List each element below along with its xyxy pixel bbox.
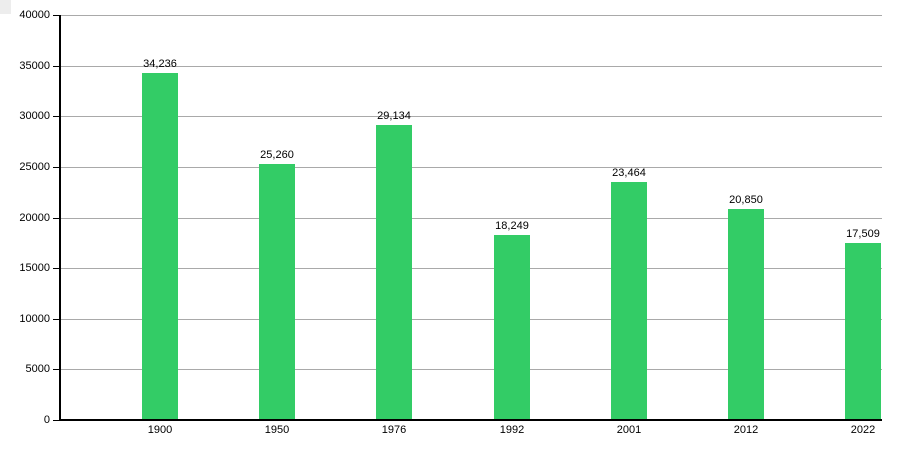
bar: [142, 73, 178, 420]
bar-value-label: 34,236: [143, 58, 177, 70]
gridline: [60, 116, 882, 117]
bar-value-label: 18,249: [495, 220, 529, 232]
gridline: [60, 167, 882, 168]
bar-value-label: 20,850: [729, 194, 763, 206]
y-axis-tick: [53, 116, 60, 117]
y-axis-line: [59, 15, 61, 421]
bar: [376, 125, 412, 420]
bar-value-label: 23,464: [612, 167, 646, 179]
gridline: [60, 369, 882, 370]
x-axis-tick-label: 1900: [147, 424, 173, 436]
y-axis-tick-label: 0: [43, 414, 50, 426]
y-axis-tick: [53, 420, 60, 421]
gridline: [60, 319, 882, 320]
y-axis-tick-label: 35000: [19, 60, 50, 72]
y-axis-tick: [53, 66, 60, 67]
gridline: [60, 218, 882, 219]
x-axis-tick-label: 1950: [264, 424, 290, 436]
x-axis-tick-label: 2022: [850, 424, 876, 436]
corner-artifact: [0, 0, 11, 14]
x-axis-tick-label: 1992: [499, 424, 525, 436]
y-axis-tick-label: 10000: [19, 313, 50, 325]
x-axis-tick-label: 2012: [733, 424, 759, 436]
y-axis-tick-label: 15000: [19, 262, 50, 274]
x-axis-tick-label: 2001: [616, 424, 642, 436]
y-axis-tick-label: 30000: [19, 110, 50, 122]
bar: [259, 164, 295, 420]
gridline: [60, 15, 882, 16]
y-axis-tick: [53, 268, 60, 269]
bar: [728, 209, 764, 420]
y-axis-tick: [53, 319, 60, 320]
bar-value-label: 25,260: [260, 149, 294, 161]
y-axis-tick-label: 20000: [19, 212, 50, 224]
y-axis-tick: [53, 218, 60, 219]
bar: [611, 182, 647, 420]
y-axis-tick-label: 25000: [19, 161, 50, 173]
y-axis-tick: [53, 15, 60, 16]
bar: [494, 235, 530, 420]
x-axis-line: [59, 419, 882, 421]
gridline: [60, 268, 882, 269]
bar-value-label: 17,509: [846, 228, 880, 240]
bar-value-label: 29,134: [377, 110, 411, 122]
y-axis-tick-label: 5000: [25, 363, 50, 375]
bar: [845, 243, 881, 420]
y-axis-tick: [53, 167, 60, 168]
y-axis-tick-label: 40000: [19, 9, 50, 21]
gridline: [60, 66, 882, 67]
x-axis-tick-label: 1976: [381, 424, 407, 436]
y-axis-tick: [53, 369, 60, 370]
